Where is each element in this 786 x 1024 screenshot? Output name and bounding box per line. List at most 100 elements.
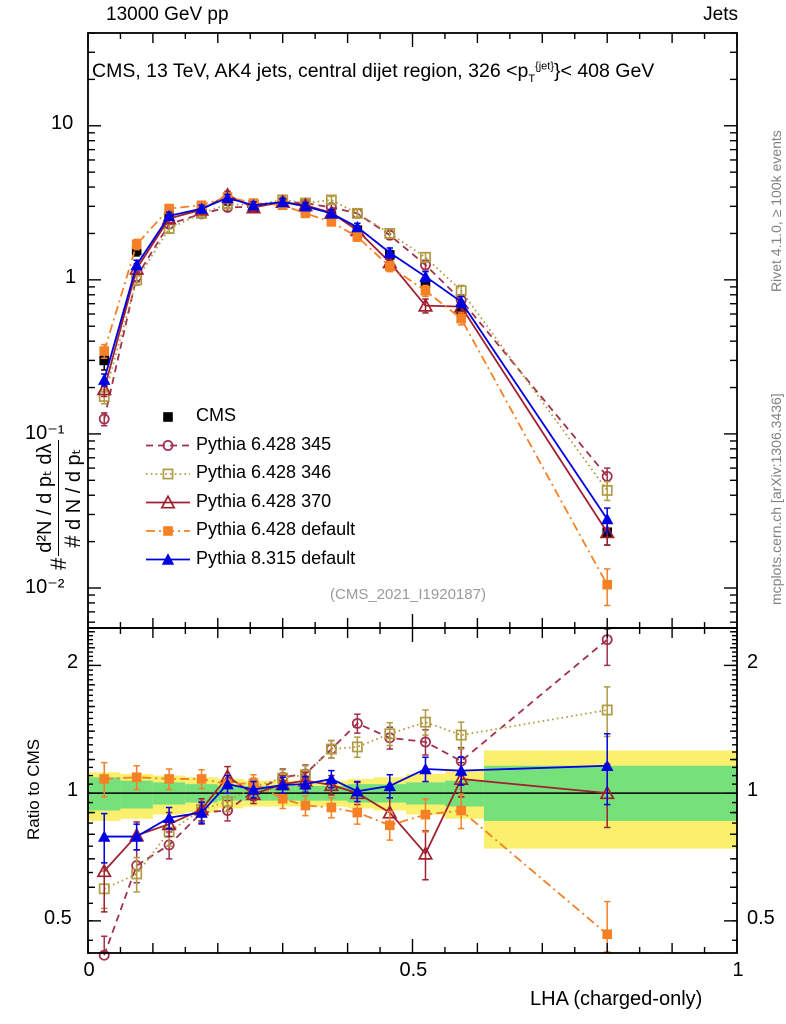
marker-open-square	[601, 484, 613, 496]
marker-filled-triangle	[195, 806, 208, 818]
marker-filled-triangle	[601, 759, 614, 771]
x-tick-label: 1	[732, 959, 744, 981]
y-tick-label-main: 10	[51, 111, 74, 134]
legend-label-p8315: Pythia 8.315 default	[196, 547, 356, 568]
legend-entry-p8315[interactable]	[146, 553, 190, 565]
ratio-panel-series-p8315	[98, 733, 614, 864]
y-axis-label: # d²N / d pₜ dλ # d N / d pₜ	[2, 60, 85, 580]
series-line	[103, 201, 608, 477]
marker-filled-square	[420, 278, 431, 289]
ratio-tick-label-left: 0.5	[44, 906, 72, 929]
legend-entry-pdefault6[interactable]	[146, 526, 190, 536]
legend-label-p346: Pythia 6.428 346	[196, 462, 332, 482]
series-line	[103, 196, 608, 586]
marker-open-triangle	[417, 297, 434, 312]
marker-filled-square	[196, 774, 207, 784]
marker-filled-square	[131, 239, 142, 250]
marker-filled-square	[131, 772, 142, 783]
marker-filled-square	[602, 929, 612, 940]
marker-open-square	[222, 796, 233, 808]
marker-open-triangle	[417, 845, 434, 860]
marker-filled-square	[99, 774, 110, 784]
marker-open-square	[351, 741, 363, 753]
marker-filled-square	[99, 346, 110, 356]
marker-open-square	[325, 194, 337, 206]
series-line	[104, 764, 608, 838]
marker-filled-square	[300, 800, 311, 811]
marker-open-square	[325, 743, 337, 755]
marker-open-square	[455, 285, 467, 297]
marker-open-square	[420, 251, 431, 263]
main-panel-series-cms	[99, 196, 612, 546]
y-tick-label-main: 10⁻²	[25, 575, 65, 598]
marker-open-square	[162, 468, 174, 480]
plot-title-pre: CMS, 13 TeV, AK4 jets, central dijet reg…	[92, 60, 529, 82]
marker-filled-triangle	[162, 811, 176, 823]
series-line	[103, 194, 608, 533]
marker-filled-triangle	[130, 258, 143, 271]
marker-open-square	[131, 868, 143, 880]
legend-entry-p346[interactable]	[146, 468, 190, 480]
marker-filled-square	[164, 774, 174, 784]
series-line	[103, 638, 608, 956]
main-panel-series-p370	[96, 187, 615, 546]
main-panel-series-pdefault6	[99, 192, 612, 607]
legend-label-pdefault6: Pythia 6.428 default	[196, 519, 356, 539]
marker-filled-triangle	[299, 200, 312, 212]
legend-label-cms: CMS	[196, 405, 236, 425]
main-panel-series-p8315	[98, 191, 614, 534]
marker-filled-square	[420, 809, 431, 820]
marker-filled-triangle	[299, 777, 312, 790]
marker-filled-square	[352, 807, 363, 818]
ratio-tick-label-right: 1	[747, 779, 759, 802]
marker-filled-square	[99, 355, 110, 366]
legend-label-p345: Pythia 6.428 345	[196, 433, 332, 454]
x-tick-label: 0	[83, 959, 95, 981]
ratio-tick-label-left: 2	[67, 651, 79, 674]
marker-filled-triangle	[351, 220, 364, 233]
main-panel-frame	[87, 32, 738, 629]
marker-filled-square	[277, 793, 288, 804]
marker-filled-triangle	[383, 246, 396, 258]
ratio-tick-label-right: 2	[747, 651, 759, 674]
mcplots-reference-note: mcplots.cern.ch [arXiv:1306.3436]	[768, 393, 784, 605]
plot-title-post: }< 408 GeV	[554, 60, 655, 82]
marker-open-square	[384, 228, 396, 239]
marker-open-circle	[162, 440, 174, 451]
marker-filled-square	[163, 526, 173, 536]
marker-filled-square	[326, 217, 337, 227]
ratio-tick-label-right: 0.5	[747, 906, 775, 929]
marker-filled-triangle	[325, 207, 338, 219]
marker-filled-square	[300, 208, 311, 219]
marker-filled-triangle	[454, 295, 468, 308]
marker-filled-triangle	[351, 785, 364, 797]
legend-entry-p370[interactable]	[146, 494, 190, 509]
marker-filled-triangle	[130, 830, 143, 842]
marker-filled-triangle	[454, 764, 468, 776]
series-line	[103, 197, 608, 520]
marker-filled-triangle	[221, 191, 234, 204]
ratio-tick-label-left: 1	[67, 779, 79, 802]
marker-filled-square	[456, 805, 466, 816]
x-tick-label: 0.5	[399, 959, 428, 981]
marker-filled-square	[384, 261, 395, 272]
legend-entry-cms[interactable]	[163, 412, 173, 422]
y-axis-denominator: d N / d pₜ	[63, 448, 85, 530]
legend-entry-p345[interactable]	[146, 440, 190, 451]
marker-filled-square	[131, 245, 142, 256]
marker-filled-square	[164, 203, 174, 214]
marker-filled-triangle	[98, 830, 111, 842]
series-line	[104, 776, 608, 935]
marker-filled-triangle	[161, 553, 175, 565]
marker-filled-triangle	[195, 202, 208, 214]
series-line	[103, 709, 608, 890]
marker-filled-square	[384, 820, 395, 831]
marker-filled-triangle	[276, 195, 289, 208]
y-axis-numerator: d²N / d pₜ dλ	[32, 440, 59, 556]
y-tick-label-main: 10⁻¹	[25, 421, 65, 444]
marker-filled-triangle	[247, 199, 260, 211]
marker-open-triangle	[96, 381, 112, 396]
marker-filled-square	[352, 232, 363, 242]
marker-open-square	[455, 729, 467, 741]
header-category-label: Jets	[703, 4, 738, 25]
